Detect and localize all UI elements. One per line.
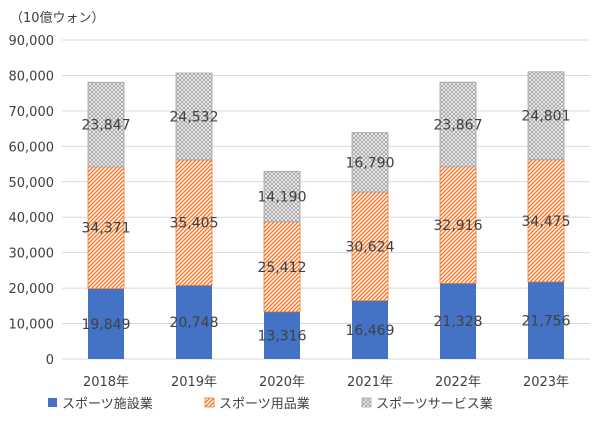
legend-swatch (48, 398, 57, 407)
y-tick-label: 50,000 (9, 176, 55, 191)
legend-label: スポーツ用品業 (219, 396, 310, 412)
data-label: 34,371 (82, 221, 131, 237)
bar-segment (527, 159, 565, 283)
bar-segment (175, 159, 213, 286)
legend: スポーツ施設業 スポーツ用品業 スポーツサービス業 (48, 396, 493, 412)
data-label: 13,316 (258, 328, 307, 344)
bar-segment (351, 132, 389, 193)
unit-label: （10億ウォン） (10, 10, 105, 26)
data-label: 24,532 (170, 109, 219, 125)
data-label: 35,405 (170, 216, 219, 232)
y-axis: 0 10,000 20,000 30,000 40,000 50,000 60,000 70,… (9, 34, 590, 368)
bar-segment (440, 283, 476, 359)
data-label: 32,916 (434, 218, 483, 234)
data-label: 23,867 (434, 117, 483, 133)
data-label: 25,412 (258, 260, 307, 276)
gridlines (62, 39, 590, 325)
x-tick-label: 2018年 (83, 375, 129, 390)
bar-segment (87, 166, 125, 290)
x-tick-label: 2021年 (347, 375, 393, 390)
y-tick-label: 10,000 (9, 318, 55, 333)
bar-segment (264, 311, 300, 359)
data-label: 21,756 (522, 313, 571, 329)
bar-segment (439, 166, 477, 284)
y-tick-label: 70,000 (9, 105, 55, 120)
y-tick-label: 40,000 (9, 211, 55, 226)
data-label: 19,849 (82, 317, 131, 333)
bar-segment (176, 285, 212, 359)
bar-segment (88, 288, 124, 359)
x-tick-label: 2023年 (523, 375, 569, 390)
bar-segment (263, 171, 301, 223)
y-tick-label: 20,000 (9, 282, 55, 297)
legend-swatch (361, 397, 372, 408)
bar-segment (175, 72, 213, 161)
y-tick-label: 60,000 (9, 140, 55, 155)
bar-segment (527, 71, 565, 161)
data-label: 30,624 (346, 239, 395, 255)
data-label: 20,748 (170, 315, 219, 331)
y-tick-label: 80,000 (9, 69, 55, 84)
bar-segment (87, 81, 125, 168)
data-label: 14,190 (258, 190, 307, 206)
legend-label: スポーツサービス業 (376, 396, 493, 412)
y-tick-label: 0 (46, 353, 54, 368)
data-label: 23,847 (82, 118, 131, 134)
x-tick-label: 2020年 (259, 375, 305, 390)
data-label: 16,790 (346, 155, 395, 171)
bar-segment (263, 221, 301, 313)
y-tick-label: 90,000 (9, 34, 55, 49)
bar-segment (439, 81, 477, 168)
x-axis: 2018年 2019年 2020年 2021年 2022年 2023年 (83, 375, 569, 390)
data-label: 16,469 (346, 323, 395, 339)
y-tick-label: 30,000 (9, 247, 55, 262)
bars: 19,849 34,371 23,847 20,748 35,405 24,532 13,3… (82, 71, 571, 359)
x-tick-label: 2019年 (171, 375, 217, 390)
data-label: 34,475 (522, 214, 571, 230)
legend-swatch (204, 397, 215, 408)
x-tick-label: 2022年 (435, 375, 481, 390)
bar-segment (528, 281, 564, 359)
data-label: 24,801 (522, 109, 571, 125)
data-label: 21,328 (434, 314, 483, 330)
legend-label: スポーツ施設業 (62, 396, 153, 412)
bar-segment (351, 191, 389, 302)
bar-segment (352, 300, 388, 359)
